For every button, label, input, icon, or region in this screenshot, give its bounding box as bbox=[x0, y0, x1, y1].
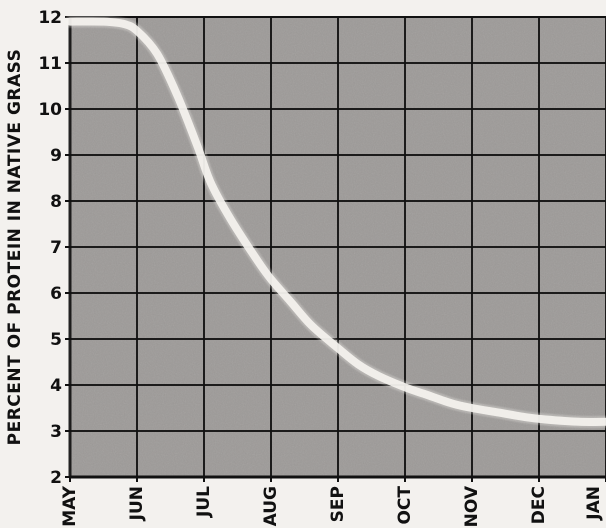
y-tick-label: 8 bbox=[50, 192, 62, 212]
x-tick-label: JUN bbox=[127, 486, 147, 521]
x-tick-label: MAY bbox=[60, 485, 80, 526]
y-tick-label: 5 bbox=[50, 330, 62, 350]
y-tick-label: 10 bbox=[38, 100, 62, 120]
x-tick-labels: MAY JUN JUL AUG SEP OCT NOV DEC JAN bbox=[60, 485, 604, 527]
x-tick-label: SEP bbox=[328, 486, 348, 522]
y-tick-label: 4 bbox=[50, 376, 62, 396]
y-tick-label: 12 bbox=[38, 8, 62, 28]
y-tick-label: 11 bbox=[38, 54, 62, 74]
y-tick-label: 2 bbox=[50, 468, 62, 488]
x-tick-label: OCT bbox=[395, 486, 415, 525]
y-tick-label: 6 bbox=[50, 284, 62, 304]
x-tick-label: DEC bbox=[529, 486, 549, 524]
x-tick-label: AUG bbox=[261, 486, 281, 526]
series-layer bbox=[64, 15, 606, 428]
series-line bbox=[66, 17, 606, 426]
y-tick-labels: 2 3 4 5 6 7 8 9 10 11 12 bbox=[38, 8, 62, 488]
y-tick-label: 7 bbox=[50, 238, 62, 258]
x-tick-label: NOV bbox=[462, 485, 482, 527]
y-tick-label: 3 bbox=[50, 422, 62, 442]
x-tick-label: JUL bbox=[194, 486, 214, 518]
y-tick-label: 9 bbox=[50, 146, 62, 166]
y-axis-title: PERCENT OF PROTEIN IN NATIVE GRASS bbox=[5, 49, 25, 446]
axis-layer bbox=[65, 16, 606, 482]
x-tick-label: JAN bbox=[584, 486, 604, 521]
